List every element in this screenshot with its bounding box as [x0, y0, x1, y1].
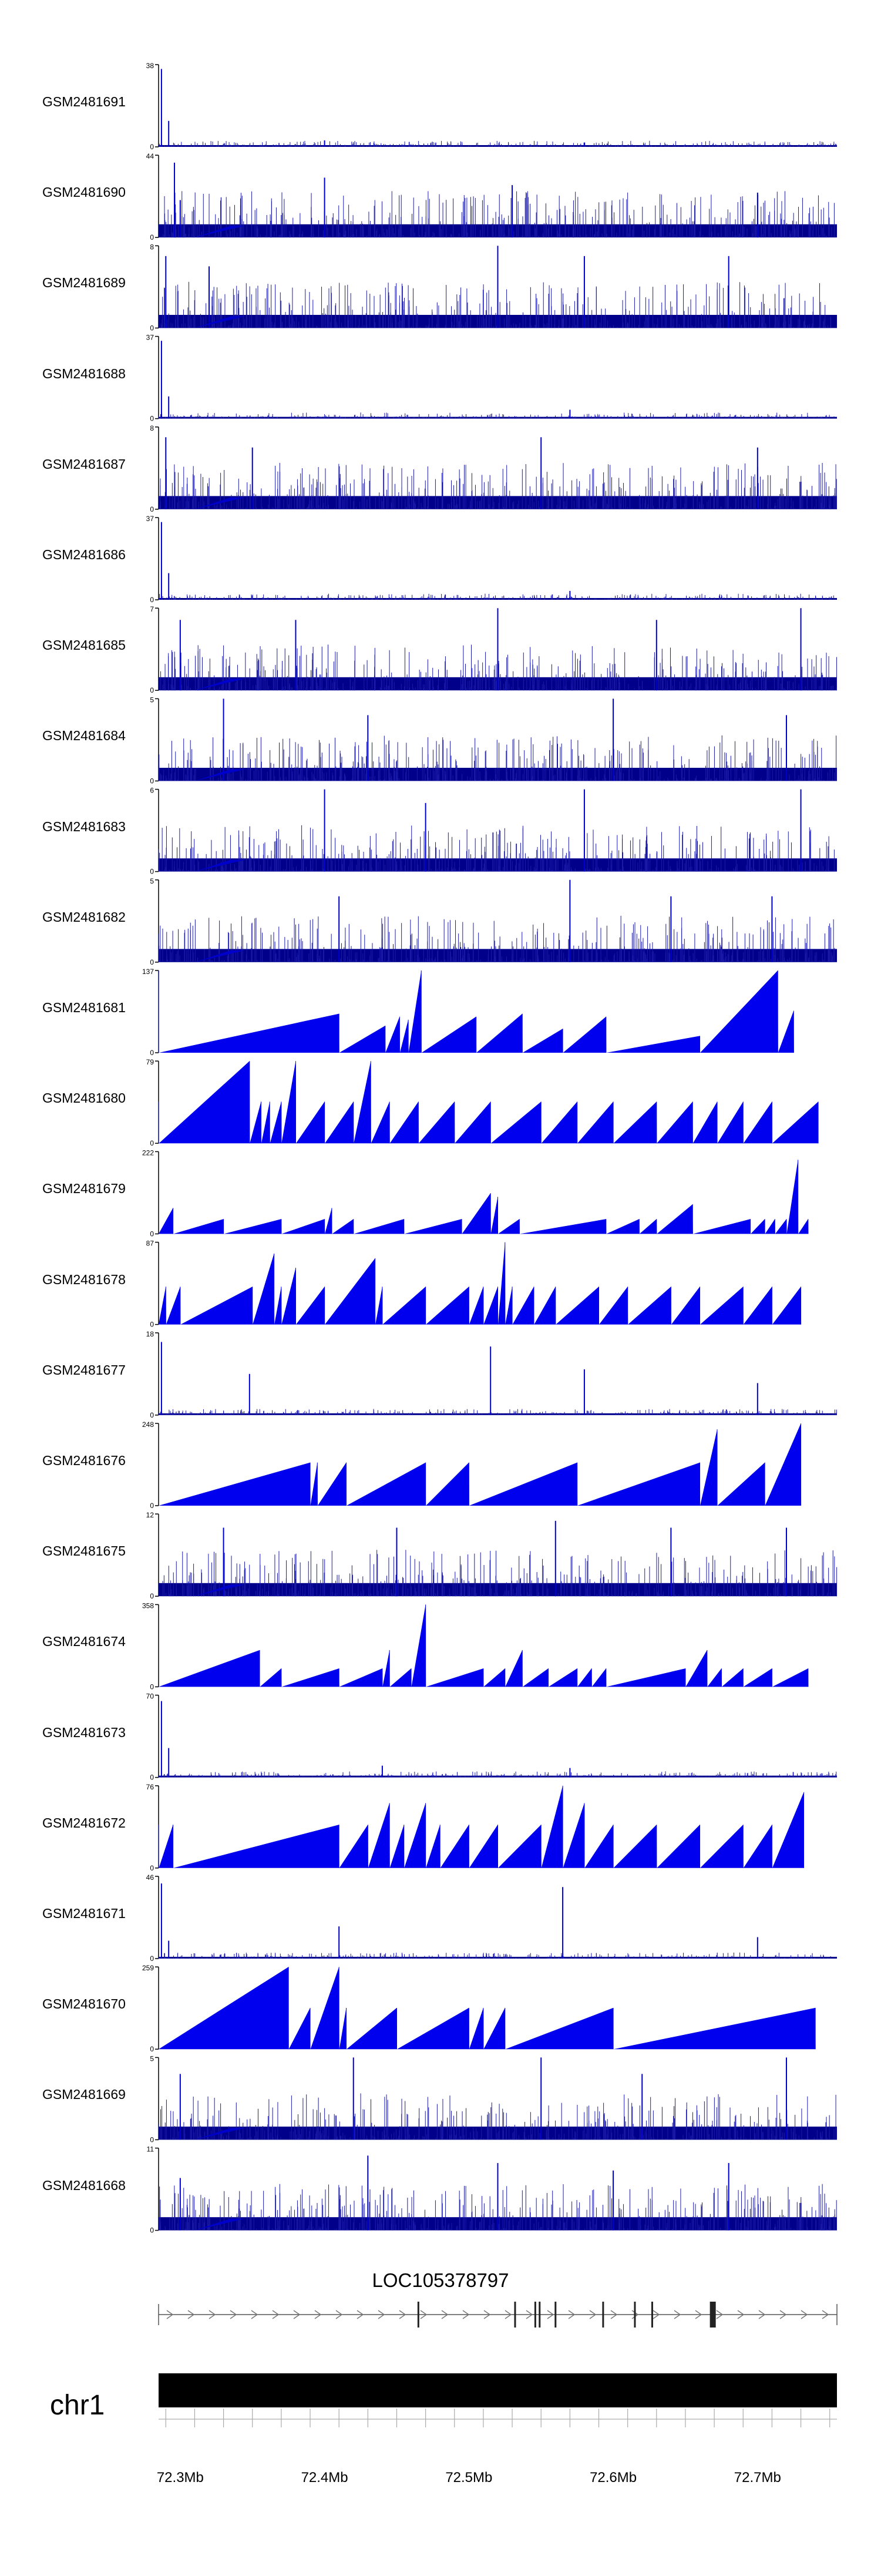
track-ymax-label: 37 [146, 334, 154, 342]
track-ymin-label: 0 [150, 324, 154, 332]
coverage-baseline [159, 496, 837, 509]
track-ymax-label: 7 [150, 605, 154, 613]
track-ymin-label: 0 [150, 958, 154, 966]
track-ymin-label: 0 [150, 505, 154, 513]
track-ymax-label: 8 [150, 424, 154, 432]
track-ymax-label: 38 [146, 62, 154, 70]
coverage-baseline [159, 598, 837, 600]
coverage-baseline [159, 949, 837, 962]
track-ymin-label: 0 [150, 777, 154, 785]
track-ymin-label: 0 [150, 686, 154, 694]
track-ymin-label: 0 [150, 596, 154, 604]
track-ymax-label: 8 [150, 243, 154, 251]
track-ymin-label: 0 [150, 868, 154, 876]
track-ymax-label: 44 [146, 152, 154, 160]
track-ymin-label: 0 [150, 143, 154, 151]
track-ymax-label: 5 [150, 696, 154, 704]
track-ymax-label: 5 [150, 877, 154, 885]
track-ymax-label: 6 [150, 787, 154, 795]
track-ymin-label: 0 [150, 415, 154, 423]
track-ymin-label: 0 [150, 233, 154, 241]
track-ymax-label: 37 [146, 515, 154, 523]
